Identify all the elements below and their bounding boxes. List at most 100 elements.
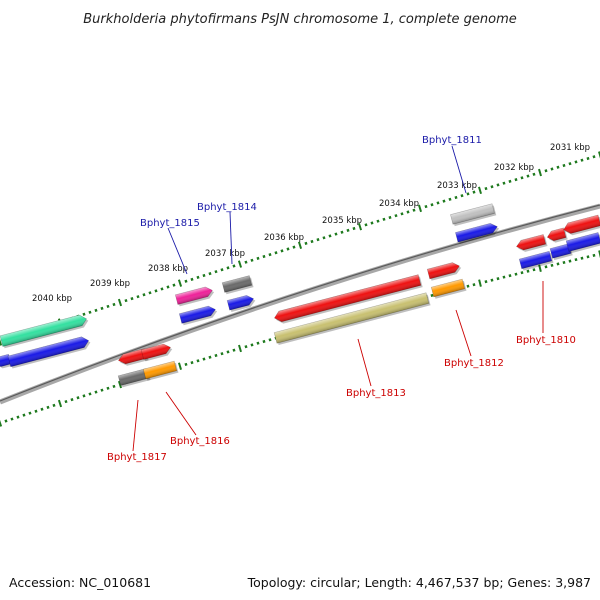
gene-feature-bphyt-1811[interactable] — [450, 203, 497, 227]
upper-scale-tick — [430, 203, 434, 207]
upper-scale-tick — [160, 287, 164, 291]
upper-scale-tick — [208, 271, 212, 276]
upper-scale-tick — [154, 289, 158, 293]
gene-features — [0, 203, 600, 388]
upper-scale-tick — [394, 214, 398, 218]
lower-scale-tick — [586, 255, 590, 259]
upper-scale-tick — [0, 338, 3, 346]
lower-scale-tick — [196, 359, 200, 363]
upper-scale-tick — [226, 266, 230, 270]
gene-feature-bphyt-1813[interactable] — [273, 292, 431, 346]
gene-feature-blue[interactable] — [7, 335, 92, 369]
lower-scale-tick — [508, 274, 512, 278]
gene-label-bphyt-1811[interactable]: Bphyt_1811 — [422, 135, 482, 146]
scale-label-2033: 2033 kbp — [437, 181, 477, 191]
gene-feature-red[interactable] — [515, 234, 548, 253]
gene-labels-lower: Bphyt_1810 Bphyt_1812 Bphyt_1813 Bphyt_1… — [107, 335, 576, 463]
gene-label-bphyt-1813[interactable]: Bphyt_1813 — [346, 388, 406, 399]
gene-feature-bphyt-1814[interactable] — [221, 275, 254, 295]
upper-scale-tick — [237, 260, 243, 268]
lower-scale-tick — [16, 415, 20, 419]
leader-bphyt-1813 — [357, 338, 372, 387]
leader-bphyt-1811 — [451, 145, 467, 194]
upper-scale-tick — [574, 160, 578, 164]
gene-label-bphyt-1812[interactable]: Bphyt_1812 — [444, 358, 504, 369]
upper-scale-tick — [268, 253, 272, 257]
lower-scale-tick — [220, 352, 224, 356]
gene-feature-red[interactable] — [546, 227, 568, 245]
gene-feature-red[interactable] — [117, 348, 149, 367]
upper-scale-tick — [484, 186, 488, 191]
upper-scale-tick — [598, 151, 600, 159]
upper-scale-tick — [100, 306, 104, 310]
upper-scale-tick — [532, 172, 536, 176]
upper-scale-tick — [472, 190, 476, 194]
upper-scale-tick — [382, 217, 386, 221]
upper-scale-tick — [370, 221, 374, 225]
upper-scale-tick — [112, 302, 116, 307]
upper-scale-tick — [340, 230, 344, 234]
upper-scale-tick — [184, 279, 188, 283]
gene-feature-blue[interactable] — [549, 243, 573, 261]
gene-feature-blue[interactable] — [565, 232, 600, 254]
gene-feature-bphyt-1815[interactable] — [174, 285, 215, 307]
map-title: Burkholderia phytofirmans PsJN chromosom… — [83, 12, 517, 27]
gene-feature-blue[interactable] — [226, 294, 256, 313]
upper-scale-tick — [544, 169, 548, 173]
upper-scale-tick — [232, 264, 236, 268]
lower-scale-tick — [520, 271, 524, 275]
gene-label-bphyt-1817[interactable]: Bphyt_1817 — [107, 452, 167, 463]
upper-scale-tick — [448, 197, 452, 201]
gene-label-bphyt-1814[interactable]: Bphyt_1814 — [197, 202, 257, 213]
upper-scale-tick — [376, 219, 380, 223]
gene-label-bphyt-1815[interactable]: Bphyt_1815 — [140, 218, 200, 229]
scale-label-2034: 2034 kbp — [379, 199, 419, 209]
lower-scale-tick — [112, 384, 116, 389]
upper-scale-tick — [274, 251, 278, 255]
gene-feature-bphyt-1812[interactable] — [430, 278, 467, 299]
upper-scale-tick — [316, 238, 320, 242]
lower-scale-tick — [190, 361, 194, 365]
upper-scale-tick — [436, 201, 440, 205]
lower-scale-tick — [232, 348, 236, 352]
lower-scale-tick — [430, 293, 434, 298]
upper-scale-tick — [526, 174, 530, 178]
upper-scale-tick — [514, 178, 518, 182]
leader-bphyt-1814 — [229, 211, 233, 265]
lower-scale-tick — [208, 355, 212, 359]
lower-scale-tick — [64, 399, 68, 404]
gene-feature-red[interactable] — [562, 214, 600, 237]
accession-text: Accession: NC_010681 — [9, 575, 151, 590]
gene-feature-red[interactable] — [140, 342, 173, 362]
upper-scale-tick — [256, 256, 260, 261]
upper-scale-tick — [250, 258, 254, 262]
gene-feature-red[interactable] — [273, 274, 423, 325]
gene-label-bphyt-1810[interactable]: Bphyt_1810 — [516, 335, 576, 346]
gene-label-bphyt-1816[interactable]: Bphyt_1816 — [170, 436, 230, 447]
gene-feature-red[interactable] — [426, 261, 462, 281]
gene-feature-bphyt-1810[interactable] — [518, 250, 554, 271]
lower-scale-tick — [592, 253, 596, 257]
scale-label-2037: 2037 kbp — [205, 249, 245, 259]
lower-scale-tick — [57, 399, 63, 408]
chromosome-backbone — [0, 203, 600, 405]
genome-info-text: Topology: circular; Length: 4,467,537 bp… — [247, 575, 591, 590]
gene-feature-blue[interactable] — [455, 222, 500, 245]
upper-scale-tick — [136, 295, 140, 299]
scale-label-2038: 2038 kbp — [148, 264, 188, 274]
lower-scale-tick — [202, 357, 206, 361]
lower-scale-tick — [544, 265, 548, 269]
upper-scale-tick — [562, 163, 566, 168]
scale-label-2031: 2031 kbp — [550, 143, 590, 153]
lower-scale-tick — [490, 278, 494, 282]
upper-scale-tick — [460, 194, 464, 198]
gene-feature-bphyt-1817[interactable] — [117, 368, 151, 388]
gene-feature-aqua[interactable] — [0, 313, 90, 349]
lower-scale-tick — [244, 345, 248, 349]
lower-scale-tick — [496, 277, 500, 281]
lower-scale-tick — [34, 409, 38, 413]
gene-feature-blue[interactable] — [178, 304, 218, 326]
gene-feature-bphyt-1816[interactable] — [142, 360, 179, 381]
scale-label-2040: 2040 kbp — [32, 294, 72, 304]
upper-scale-tick — [82, 312, 86, 316]
